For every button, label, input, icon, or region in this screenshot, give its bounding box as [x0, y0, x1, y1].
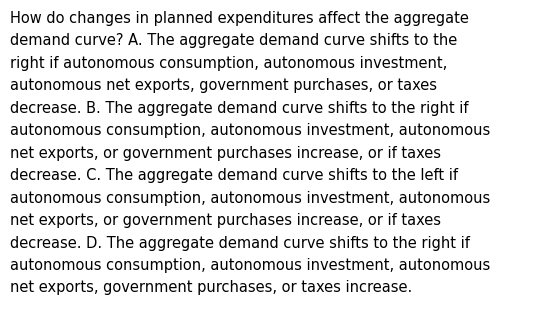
- Text: right if autonomous consumption, autonomous investment,: right if autonomous consumption, autonom…: [10, 56, 448, 71]
- Text: autonomous consumption, autonomous investment, autonomous: autonomous consumption, autonomous inves…: [10, 258, 490, 273]
- Text: decrease. B. The aggregate demand curve shifts to the right if: decrease. B. The aggregate demand curve …: [10, 101, 469, 116]
- Text: decrease. C. The aggregate demand curve shifts to the left if: decrease. C. The aggregate demand curve …: [10, 168, 458, 183]
- Text: decrease. D. The aggregate demand curve shifts to the right if: decrease. D. The aggregate demand curve …: [10, 236, 470, 251]
- Text: autonomous consumption, autonomous investment, autonomous: autonomous consumption, autonomous inves…: [10, 191, 490, 206]
- Text: net exports, or government purchases increase, or if taxes: net exports, or government purchases inc…: [10, 146, 441, 161]
- Text: How do changes in planned expenditures affect the aggregate: How do changes in planned expenditures a…: [10, 11, 469, 26]
- Text: demand curve? A. The aggregate demand curve shifts to the: demand curve? A. The aggregate demand cu…: [10, 34, 458, 48]
- Text: autonomous consumption, autonomous investment, autonomous: autonomous consumption, autonomous inves…: [10, 123, 490, 138]
- Text: net exports, government purchases, or taxes increase.: net exports, government purchases, or ta…: [10, 280, 412, 295]
- Text: net exports, or government purchases increase, or if taxes: net exports, or government purchases inc…: [10, 213, 441, 228]
- Text: autonomous net exports, government purchases, or taxes: autonomous net exports, government purch…: [10, 78, 437, 93]
